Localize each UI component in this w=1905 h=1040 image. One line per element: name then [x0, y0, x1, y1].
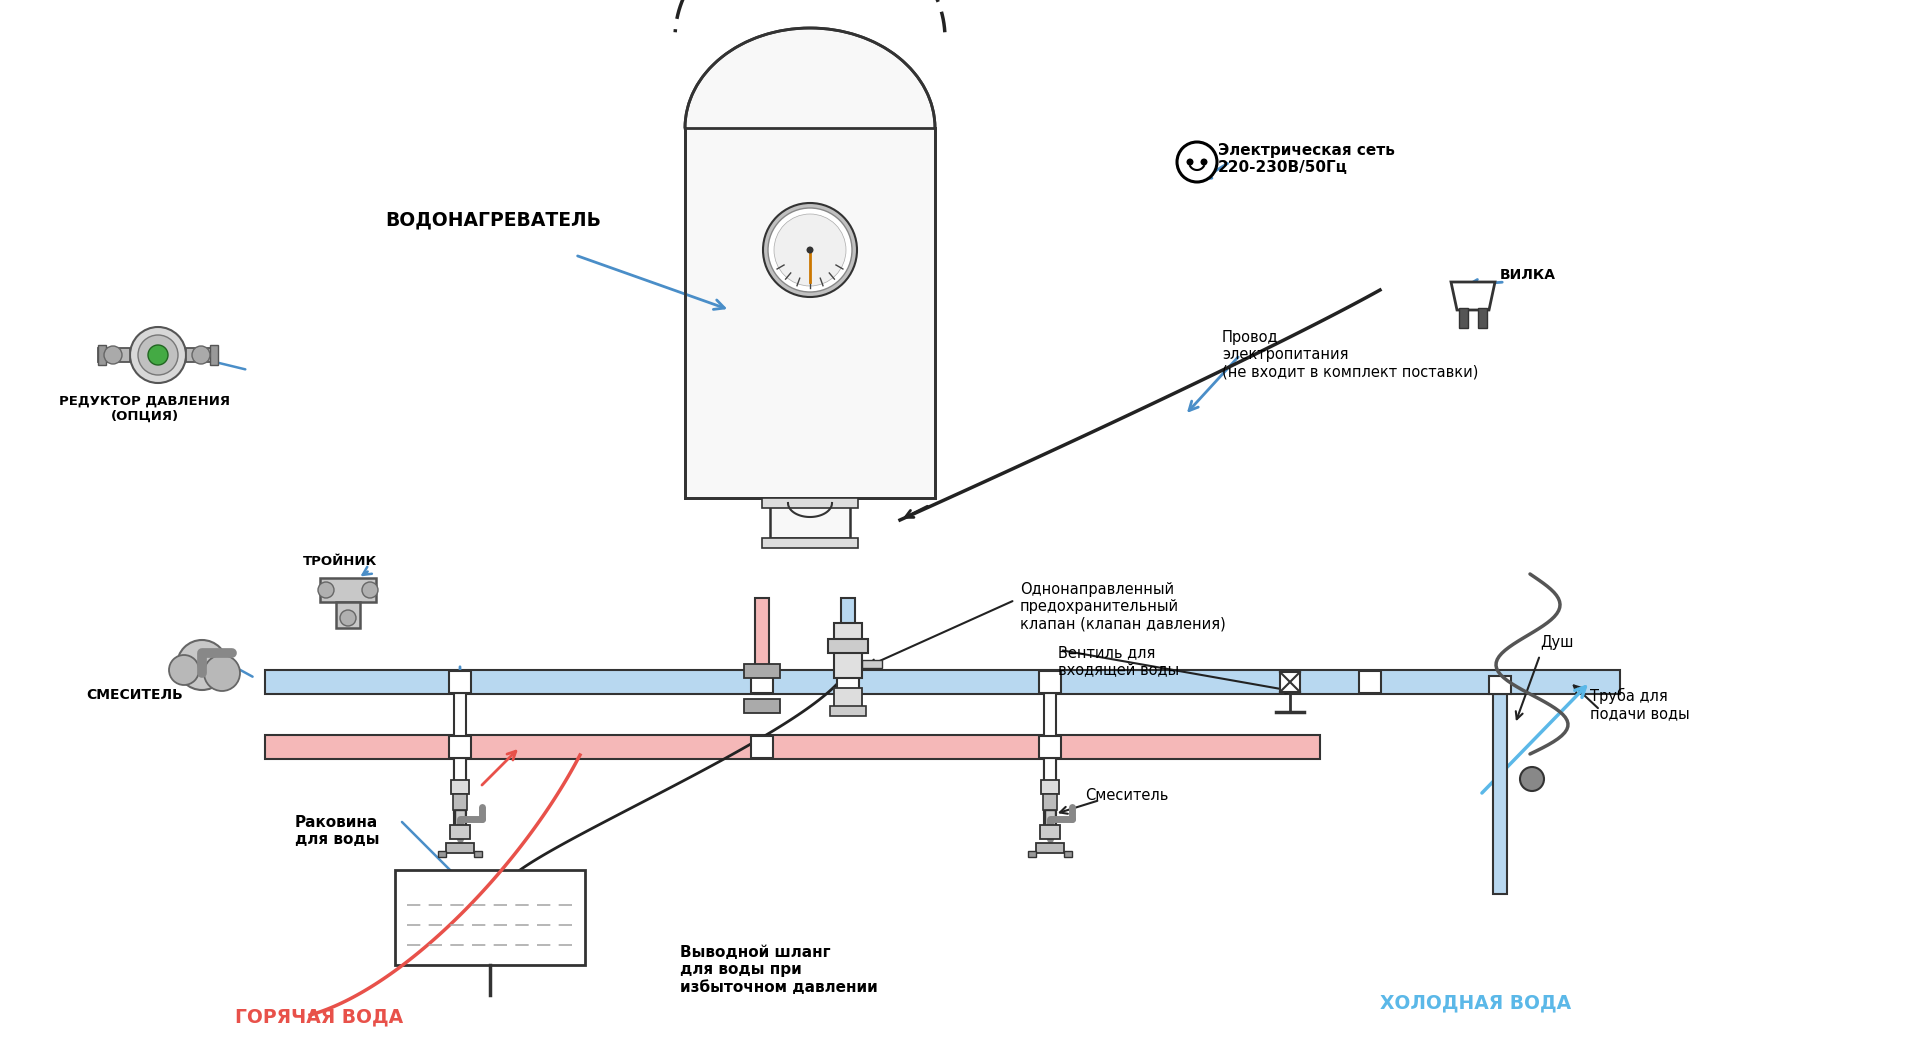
Bar — [455, 810, 465, 826]
Bar — [834, 688, 861, 708]
Bar — [1457, 308, 1467, 328]
Circle shape — [806, 246, 813, 254]
Bar — [265, 735, 1320, 759]
Bar — [762, 498, 857, 508]
Bar — [335, 602, 360, 628]
Bar — [394, 870, 585, 965]
Circle shape — [170, 655, 198, 685]
Bar — [1038, 736, 1061, 758]
Text: СМЕСИТЕЛЬ: СМЕСИТЕЛЬ — [86, 688, 183, 702]
Bar — [1040, 780, 1059, 794]
Text: Душ: Душ — [1539, 634, 1574, 650]
Bar — [187, 348, 217, 362]
Bar — [450, 671, 471, 693]
Bar — [840, 598, 855, 694]
Bar — [834, 623, 861, 678]
Bar — [1488, 676, 1511, 694]
Bar — [453, 794, 467, 810]
Circle shape — [768, 208, 852, 292]
Bar — [743, 699, 779, 713]
Bar — [1036, 843, 1063, 853]
Circle shape — [1200, 158, 1208, 165]
Circle shape — [192, 346, 210, 364]
Text: Однонаправленный
предохранительный
клапан (клапан давления): Однонаправленный предохранительный клапа… — [1019, 582, 1225, 631]
Bar — [438, 851, 446, 857]
Circle shape — [1518, 768, 1543, 791]
Bar — [751, 736, 773, 758]
Bar — [1476, 308, 1486, 328]
Text: РЕДУКТОР ДАВЛЕНИЯ
(ОПЦИЯ): РЕДУКТОР ДАВЛЕНИЯ (ОПЦИЯ) — [59, 395, 231, 423]
Text: Смеситель: Смеситель — [1084, 787, 1168, 803]
Bar — [1044, 693, 1055, 748]
Text: ТРОЙНИК: ТРОЙНИК — [303, 555, 377, 568]
Text: Труба для
подачи воды: Труба для подачи воды — [1589, 688, 1688, 722]
Text: Провод
электропитания
(не входит в комплект поставки): Провод электропитания (не входит в компл… — [1221, 330, 1478, 380]
Bar — [446, 843, 474, 853]
Bar — [453, 758, 465, 813]
Bar — [97, 348, 130, 362]
Bar — [320, 578, 375, 602]
Bar — [210, 345, 217, 365]
Bar — [754, 598, 768, 694]
Circle shape — [339, 610, 356, 626]
Bar — [1027, 851, 1036, 857]
Circle shape — [1177, 142, 1217, 182]
Text: ХОЛОДНАЯ ВОДА: ХОЛОДНАЯ ВОДА — [1379, 993, 1570, 1012]
Bar — [684, 128, 935, 498]
Bar — [836, 671, 859, 693]
Bar — [450, 825, 471, 839]
Bar — [265, 670, 1619, 694]
Bar — [1042, 794, 1057, 810]
Bar — [827, 639, 867, 653]
Bar — [451, 780, 469, 794]
Text: Выводной шланг
для воды при
избыточном давлении: Выводной шланг для воды при избыточном д… — [680, 945, 878, 995]
Text: ВИЛКА: ВИЛКА — [1499, 268, 1554, 282]
Bar — [770, 498, 850, 538]
Text: Вентиль для
входящей воды: Вентиль для входящей воды — [1057, 645, 1179, 677]
Bar — [743, 664, 779, 678]
Bar — [1044, 759, 1055, 824]
Text: ВОДОНАГРЕВАТЕЛЬ: ВОДОНАГРЕВАТЕЛЬ — [385, 210, 600, 230]
Bar — [751, 671, 773, 693]
Circle shape — [773, 214, 846, 286]
Circle shape — [318, 582, 333, 598]
Bar — [97, 345, 107, 365]
Bar — [1280, 672, 1299, 692]
Bar — [861, 660, 882, 668]
Bar — [450, 736, 471, 758]
Bar — [453, 693, 465, 748]
Circle shape — [362, 582, 377, 598]
Circle shape — [177, 640, 227, 690]
Bar — [1040, 825, 1059, 839]
Polygon shape — [1450, 282, 1494, 310]
Bar — [829, 706, 865, 716]
Text: Электрическая сеть
220-230В/50Гц: Электрическая сеть 220-230В/50Гц — [1217, 142, 1394, 176]
Text: Раковина
для воды: Раковина для воды — [295, 815, 379, 848]
Circle shape — [149, 345, 168, 365]
Bar — [762, 538, 857, 548]
Polygon shape — [684, 28, 935, 128]
Bar — [1358, 671, 1381, 693]
Bar — [1063, 851, 1071, 857]
Bar — [1492, 694, 1507, 894]
Bar — [1044, 810, 1055, 826]
Bar — [1038, 671, 1061, 693]
Bar — [453, 759, 465, 824]
Text: ГОРЯЧАЯ ВОДА: ГОРЯЧАЯ ВОДА — [234, 1007, 404, 1026]
Circle shape — [105, 346, 122, 364]
Circle shape — [1187, 158, 1193, 165]
Circle shape — [762, 203, 857, 297]
Circle shape — [130, 327, 187, 383]
Bar — [1044, 758, 1055, 813]
Bar — [474, 851, 482, 857]
Circle shape — [137, 335, 177, 375]
Circle shape — [204, 655, 240, 691]
